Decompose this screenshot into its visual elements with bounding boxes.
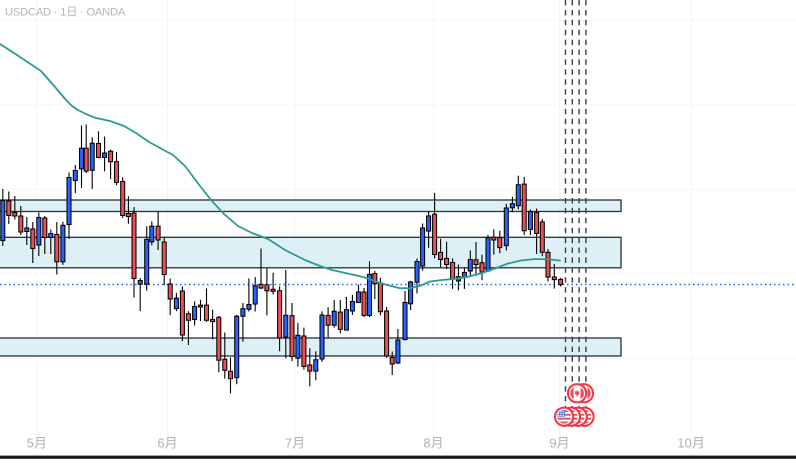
- svg-text:8月: 8月: [423, 436, 443, 451]
- svg-text:5月: 5月: [27, 436, 47, 451]
- svg-text:9月: 9月: [549, 436, 569, 451]
- svg-text:USDCAD · 1日 · OANDA: USDCAD · 1日 · OANDA: [5, 7, 126, 19]
- svg-text:10月: 10月: [677, 436, 704, 451]
- svg-text:6月: 6月: [157, 436, 177, 451]
- svg-text:7月: 7月: [285, 436, 305, 451]
